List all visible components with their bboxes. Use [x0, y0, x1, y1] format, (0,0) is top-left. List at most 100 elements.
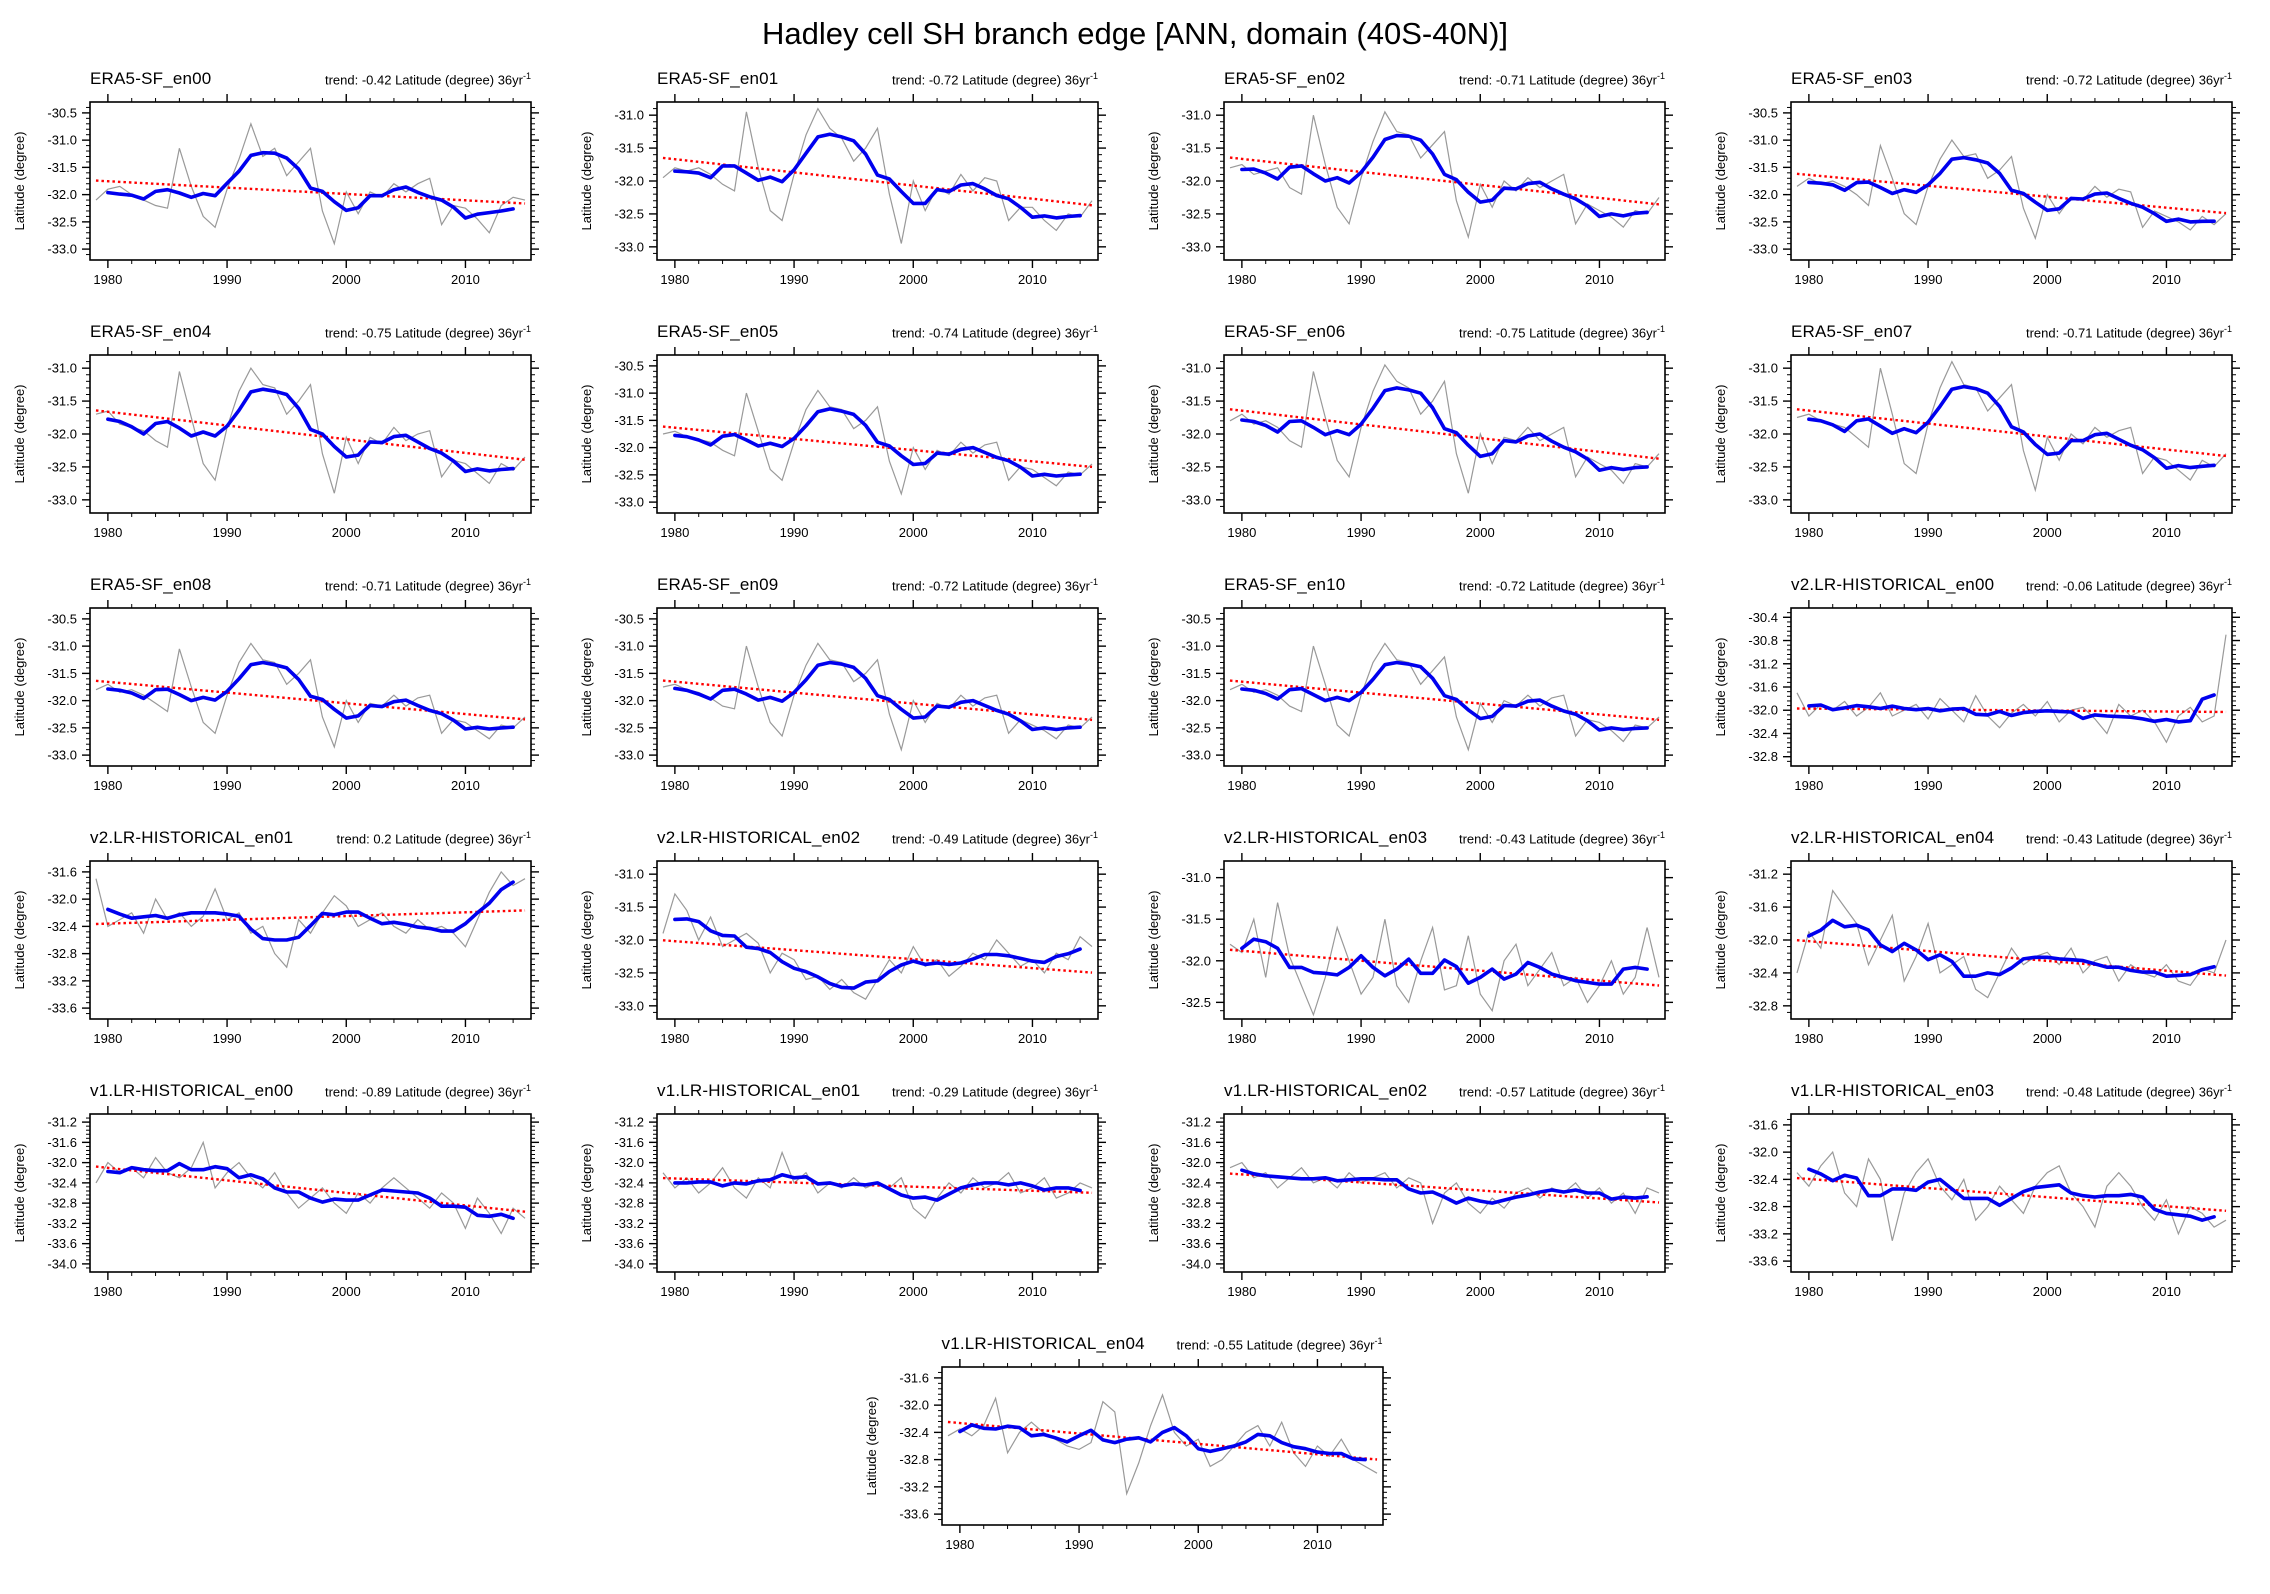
chart-panel: ERA5-SF_en07 trend: -0.71 Latitude (degre…	[1701, 321, 2268, 574]
x-tick-label: 2000	[332, 778, 361, 793]
y-tick-label: -32.0	[614, 933, 644, 948]
panel-header: ERA5-SF_en05 trend: -0.74 Latitude (degre…	[567, 321, 1134, 345]
y-tick-label: -32.5	[1748, 214, 1778, 229]
y-tick-label: -32.0	[1181, 693, 1211, 708]
y-axis-label: Latitude (degree)	[1146, 890, 1161, 989]
x-tick-label: 2000	[2033, 1031, 2062, 1046]
y-tick-label: -30.4	[1748, 610, 1778, 625]
trend-exponent: -1	[522, 323, 531, 334]
x-tick-label: 1980	[1227, 778, 1256, 793]
y-tick-label: -31.6	[47, 864, 77, 879]
y-tick-label: -31.5	[1181, 141, 1211, 156]
y-tick-label: -31.6	[1748, 1117, 1778, 1132]
panel-plot: 1980 1990 2000 2010 -30.4 -30.8 -31.2 -31.6 -32.…	[1713, 600, 2240, 793]
panel-title: ERA5-SF_en01	[657, 69, 779, 88]
y-tick-label: -31.5	[1748, 394, 1778, 409]
x-tick-label: 1980	[660, 525, 689, 540]
panel-trend-label: trend: -0.72 Latitude (degree) 36yr-1	[891, 576, 1098, 593]
trend-exponent: -1	[1089, 576, 1098, 587]
y-tick-label: -32.5	[614, 965, 644, 980]
panel-header: ERA5-SF_en09 trend: -0.72 Latitude (degre…	[567, 574, 1134, 598]
plot-frame	[1790, 1113, 2233, 1273]
chart-panel: ERA5-SF_en03 trend: -0.72 Latitude (degre…	[1701, 68, 2268, 321]
chart-panel: v1.LR-HISTORICAL_en01 trend: -0.29 Latitu…	[567, 1080, 1134, 1333]
y-tick-label: -31.0	[1748, 361, 1778, 376]
x-tick-label: 2000	[332, 1284, 361, 1299]
panel-title: v1.LR-HISTORICAL_en01	[657, 1081, 861, 1100]
panel-trend-label: trend: -0.72 Latitude (degree) 36yr-1	[1458, 576, 1665, 593]
x-tick-label: 2010	[2152, 272, 2181, 287]
panel-header: ERA5-SF_en10 trend: -0.72 Latitude (degre…	[1134, 574, 1701, 598]
panel-header: v2.LR-HISTORICAL_en01 trend: 0.2 Latitude…	[0, 827, 567, 851]
y-tick-label: -31.5	[1181, 666, 1211, 681]
x-tick-label: 1980	[660, 778, 689, 793]
y-tick-label: -33.2	[899, 1479, 929, 1494]
smoothed-series-line	[1240, 660, 1649, 732]
y-tick-label: -33.6	[1181, 1236, 1211, 1251]
y-tick-label: -32.5	[1181, 459, 1211, 474]
x-tick-label: 2000	[332, 272, 361, 287]
y-tick-label: -31.0	[614, 867, 644, 882]
x-tick-label: 1980	[1794, 1284, 1823, 1299]
panel-title: v1.LR-HISTORICAL_en00	[90, 1081, 294, 1100]
y-tick-label: -31.5	[47, 160, 77, 175]
y-tick-label: -32.5	[614, 720, 644, 735]
y-tick-label: -32.0	[899, 1398, 929, 1413]
y-tick-label: -31.2	[1748, 867, 1778, 882]
panel-plot: 1980 1990 2000 2010 -30.5 -31.0 -31.5 -32.0 -32.…	[579, 600, 1106, 793]
y-tick-label: -31.6	[1748, 680, 1778, 695]
plot-frame	[1223, 860, 1666, 1020]
panel-plot: 1980 1990 2000 2010 -31.0 -31.5 -32.0 -32.5 -33.…	[12, 347, 539, 540]
chart-panel: v2.LR-HISTORICAL_en04 trend: -0.43 Latitu…	[1701, 827, 2268, 1080]
x-tick-label: 2010	[451, 778, 480, 793]
y-axis-label: Latitude (degree)	[579, 131, 594, 230]
y-tick-label: -33.0	[47, 748, 77, 763]
plot-frame	[656, 860, 1099, 1020]
y-tick-label: -32.4	[1181, 1175, 1211, 1190]
y-axis-label: Latitude (degree)	[1713, 131, 1728, 230]
x-tick-label: 2010	[451, 525, 480, 540]
panel-header: v1.LR-HISTORICAL_en01 trend: -0.29 Latitu…	[567, 1080, 1134, 1104]
x-tick-label: 1980	[93, 778, 122, 793]
y-tick-label: -32.5	[47, 459, 77, 474]
y-tick-label: -32.8	[47, 946, 77, 961]
x-tick-label: 2010	[451, 1284, 480, 1299]
chart-panel: v1.LR-HISTORICAL_en00 trend: -0.89 Latitu…	[0, 1080, 567, 1333]
x-tick-label: 1990	[1347, 272, 1376, 287]
trend-line	[1229, 679, 1660, 722]
y-tick-label: -32.5	[614, 206, 644, 221]
smoothed-series-line	[106, 387, 515, 474]
trend-line	[1796, 939, 2227, 977]
panel-title: ERA5-SF_en00	[90, 69, 212, 88]
y-tick-label: -32.4	[47, 1175, 77, 1190]
y-tick-label: -30.5	[1181, 611, 1211, 626]
y-axis-label: Latitude (degree)	[1713, 637, 1728, 736]
x-tick-label: 2000	[899, 778, 928, 793]
smoothed-series-line	[1807, 1167, 2216, 1222]
trend-exponent: -1	[522, 576, 531, 587]
y-tick-label: -33.2	[1748, 1226, 1778, 1241]
y-tick-label: -30.5	[47, 611, 77, 626]
y-tick-label: -31.5	[614, 900, 644, 915]
plot-frame	[89, 607, 532, 767]
smoothed-series-line	[673, 407, 1082, 478]
x-tick-label: 1980	[945, 1537, 974, 1552]
x-tick-label: 1990	[213, 1284, 242, 1299]
y-tick-label: -32.4	[47, 919, 77, 934]
x-tick-label: 2010	[1018, 778, 1047, 793]
plot-frame	[89, 101, 532, 261]
y-tick-label: -33.2	[47, 1216, 77, 1231]
y-tick-label: -32.0	[614, 693, 644, 708]
smoothed-series-line	[1240, 133, 1649, 219]
x-tick-label: 1990	[1064, 1537, 1093, 1552]
x-tick-label: 1990	[780, 272, 809, 287]
y-tick-label: -32.0	[47, 187, 77, 202]
panel-header: v2.LR-HISTORICAL_en02 trend: -0.49 Latitu…	[567, 827, 1134, 851]
x-tick-label: 2010	[451, 272, 480, 287]
panel-plot: 1980 1990 2000 2010 -31.2 -31.6 -32.0 -32.4 -32.…	[1146, 1106, 1673, 1299]
y-tick-label: -31.0	[47, 133, 77, 148]
y-tick-label: -32.0	[1748, 1145, 1778, 1160]
panel-trend-label: trend: -0.06 Latitude (degree) 36yr-1	[2025, 576, 2232, 593]
y-axis-label: Latitude (degree)	[1146, 637, 1161, 736]
panel-title: v1.LR-HISTORICAL_en03	[1791, 1081, 1995, 1100]
